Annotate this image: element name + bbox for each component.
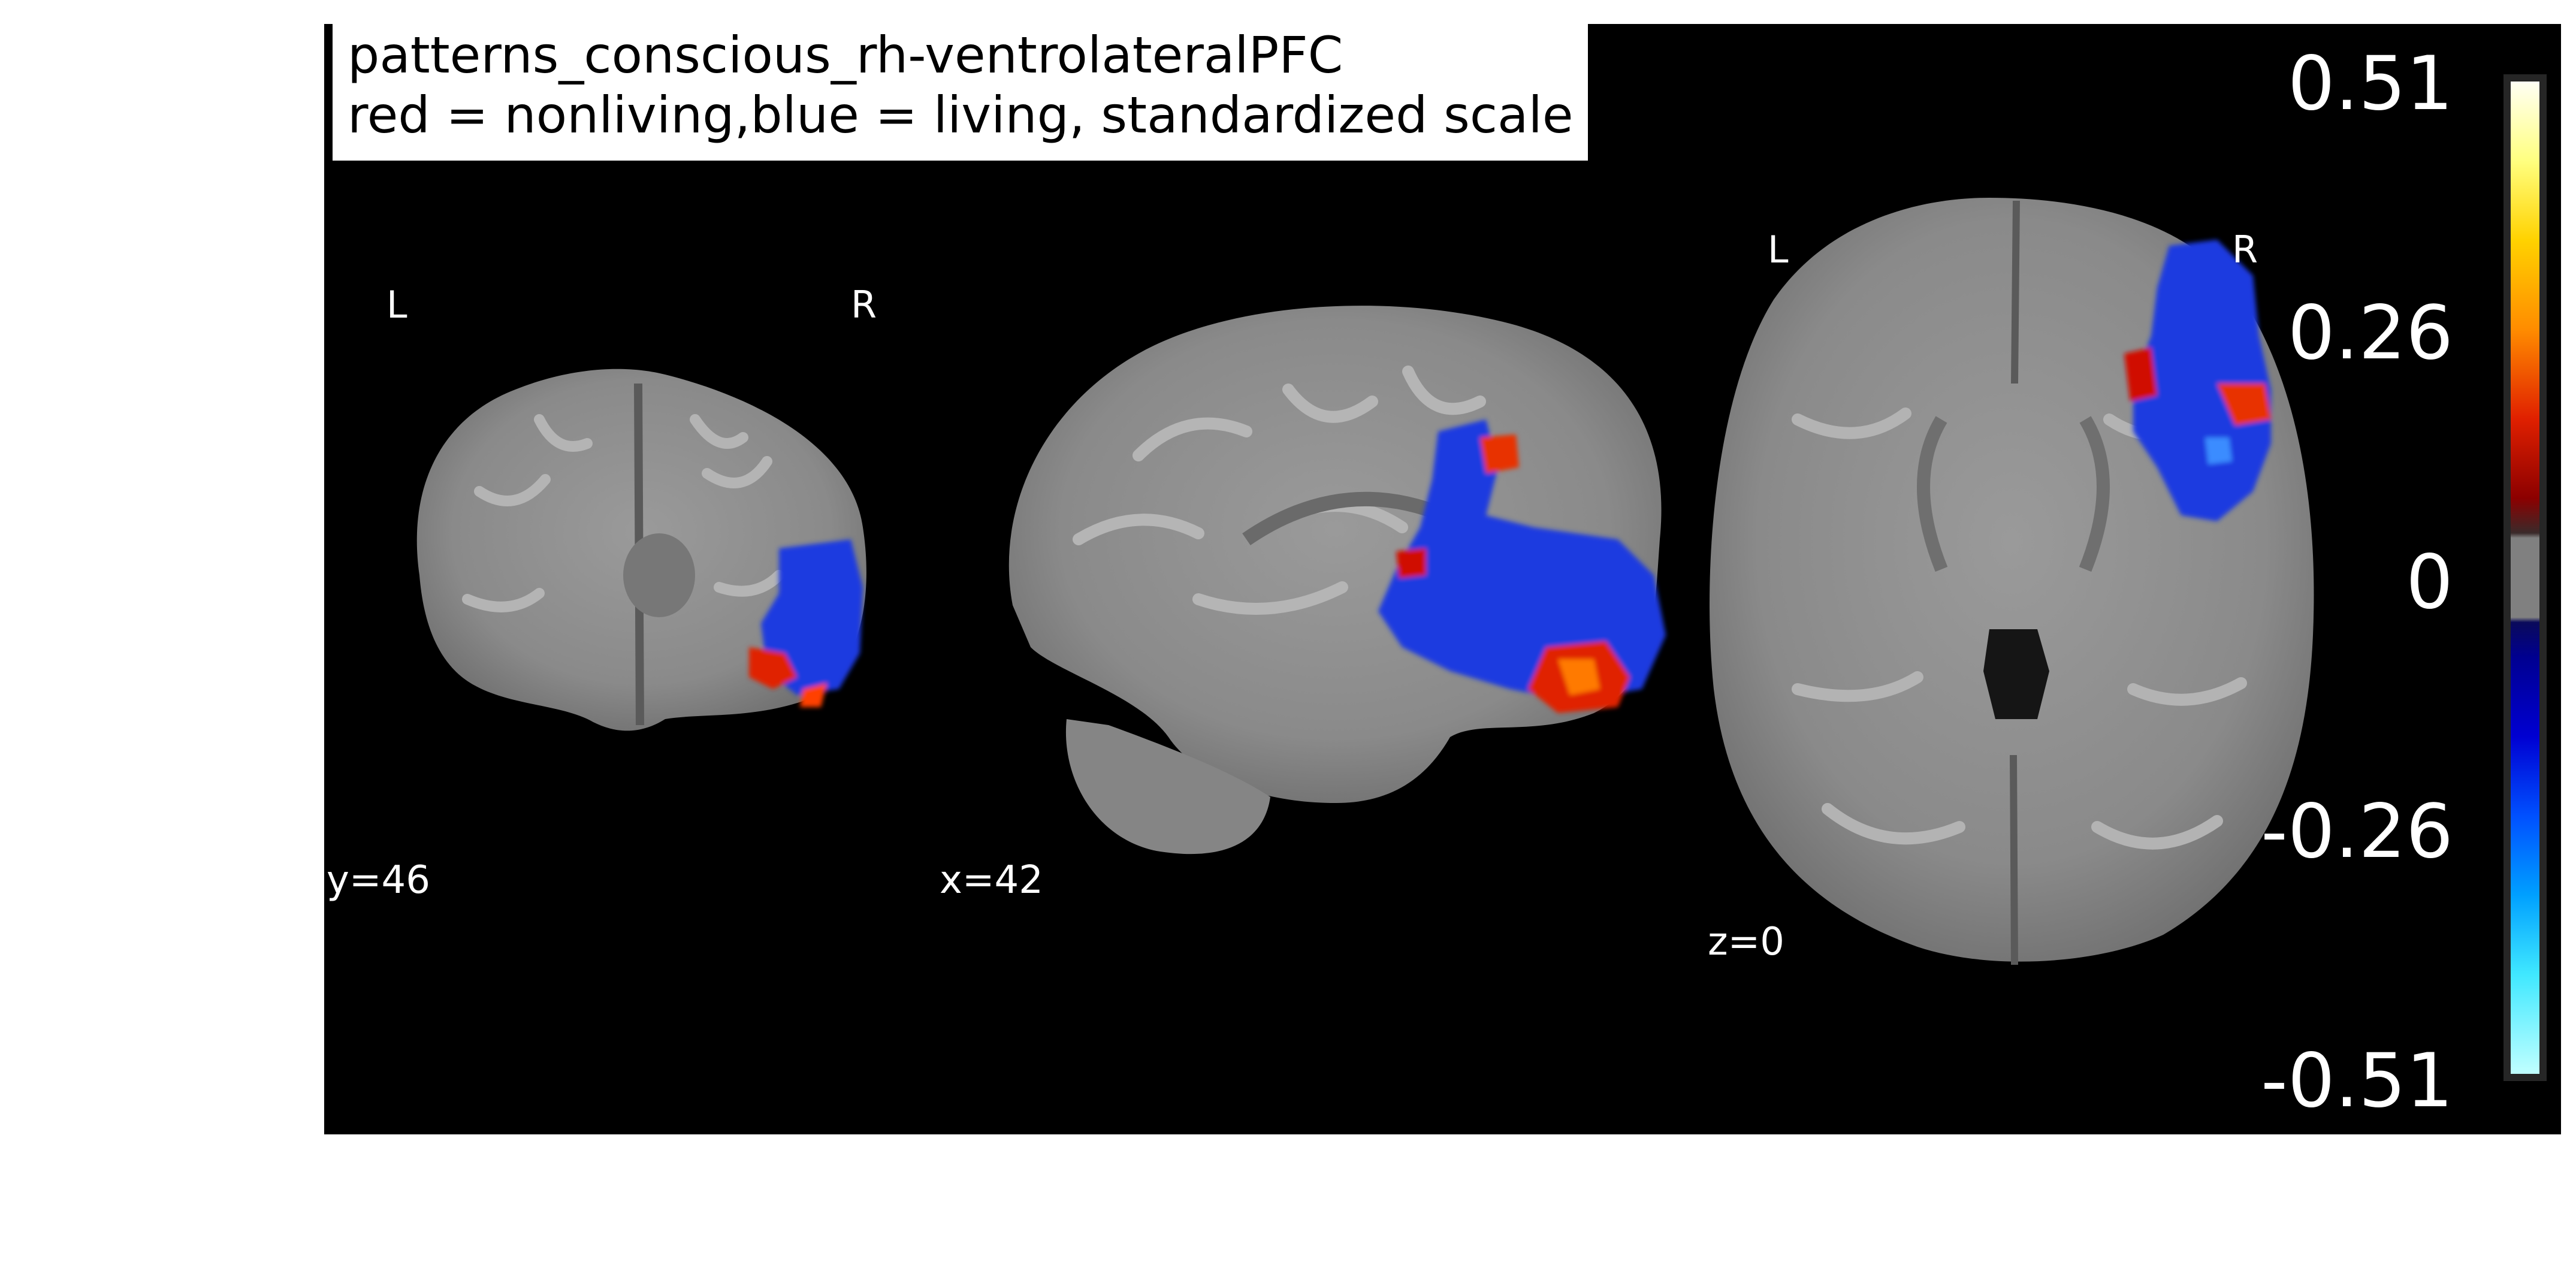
colorbar-tick-lower: -0.26 bbox=[2261, 789, 2453, 875]
axial-fissure bbox=[2010, 200, 2020, 965]
colorbar-tick-zero: 0 bbox=[2406, 539, 2453, 626]
coronal-gyri bbox=[462, 414, 784, 612]
colorbar-gradient bbox=[2511, 81, 2539, 1074]
sagittal-slice bbox=[1008, 306, 1666, 855]
title-line-1: patterns_conscious_rh-ventrolateralPFC bbox=[348, 26, 1343, 84]
colorbar-tick-max: 0.51 bbox=[2287, 41, 2453, 127]
title-box bbox=[333, 24, 1588, 161]
title-divider bbox=[324, 24, 327, 1134]
sagittal-blue-cluster bbox=[1378, 419, 1666, 701]
sagittal-corpus bbox=[1242, 491, 1447, 545]
coronal-red-cluster bbox=[749, 647, 797, 689]
colorbar-tick-min: -0.51 bbox=[2261, 1038, 2453, 1124]
coronal-red-cluster-2 bbox=[800, 683, 827, 707]
coronal-slice bbox=[416, 369, 866, 731]
axial-red-cluster bbox=[2217, 384, 2271, 425]
axial-left-label: L bbox=[1768, 228, 1789, 271]
axial-ventricles bbox=[1983, 629, 2049, 719]
sagittal-orange-cluster bbox=[1558, 659, 1600, 695]
axial-right-label: R bbox=[2232, 228, 2258, 271]
sagittal-red-mid bbox=[1396, 548, 1426, 578]
axial-red-cluster-2 bbox=[2124, 348, 2157, 401]
coronal-ventricle bbox=[623, 533, 695, 617]
coronal-activation bbox=[749, 539, 863, 707]
title-line-2: red = nonliving,blue = living, standardi… bbox=[348, 86, 1574, 144]
sagittal-activation bbox=[1378, 419, 1666, 713]
axial-basal bbox=[1917, 416, 2110, 572]
colorbar bbox=[2503, 74, 2547, 1081]
sagittal-red-top bbox=[1480, 434, 1519, 473]
coronal-coordinate-label: y=46 bbox=[327, 858, 430, 902]
sagittal-coordinate-label: x=42 bbox=[940, 858, 1043, 902]
axial-slice bbox=[1710, 198, 2314, 965]
colorbar-tick-upper: 0.26 bbox=[2287, 290, 2453, 376]
sagittal-cerebellum bbox=[1065, 719, 1270, 855]
axial-blue-cluster bbox=[2133, 240, 2271, 521]
coronal-right-label: R bbox=[851, 283, 877, 327]
axial-light-blue bbox=[2205, 437, 2232, 464]
axial-activation bbox=[2124, 240, 2271, 521]
sagittal-gyri bbox=[1073, 366, 1486, 615]
axial-coordinate-label: z=0 bbox=[1708, 920, 1784, 964]
coronal-left-label: L bbox=[386, 283, 407, 327]
